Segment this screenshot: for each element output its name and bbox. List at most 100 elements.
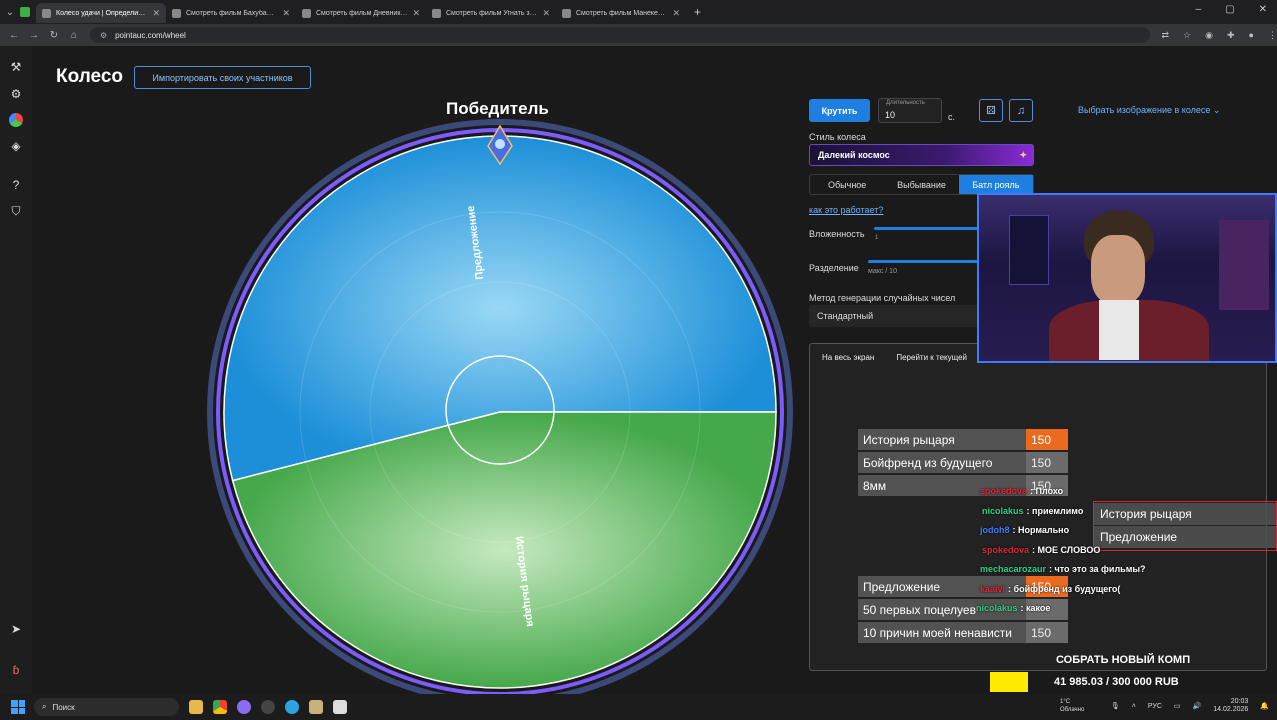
- chat-message: jodoh8: Нормально: [980, 525, 1069, 535]
- randomize-icon-button[interactable]: ⚄: [979, 99, 1003, 122]
- tray-chevron-icon[interactable]: ˄: [1131, 702, 1136, 710]
- lot-row: 50 первых поцелуев: [858, 599, 1068, 620]
- lot-row: 10 причин моей ненависти 150: [858, 622, 1068, 643]
- browser-tab[interactable]: Колесо удачи | Определите п ✕: [36, 3, 166, 23]
- tab-close-icon[interactable]: ✕: [672, 7, 680, 18]
- bookmark-star-icon[interactable]: ☆: [1183, 29, 1192, 40]
- help-icon[interactable]: ?: [12, 178, 20, 192]
- auction-hammer-icon[interactable]: ⚒: [10, 60, 22, 74]
- fullscreen-button[interactable]: На весь экран: [822, 353, 875, 362]
- wheel[interactable]: Предложение История рыцаря: [202, 114, 802, 694]
- tab-close-icon[interactable]: ✕: [152, 7, 160, 18]
- chrome-icon[interactable]: [213, 700, 227, 714]
- tab-title: Колесо удачи | Определите п: [56, 9, 148, 17]
- telegram-taskbar-icon[interactable]: [285, 700, 299, 714]
- workspace-icon[interactable]: [20, 7, 30, 17]
- wheel-style-select[interactable]: Далекий космос ✦: [809, 144, 1034, 166]
- close-window-icon[interactable]: ✕: [1258, 4, 1267, 15]
- extension-icon[interactable]: ◉: [1205, 29, 1213, 40]
- lot-row: Предложение 150: [858, 576, 1068, 597]
- tab-favicon-icon: [562, 8, 571, 18]
- music-button[interactable]: ♫: [1009, 99, 1033, 122]
- tab-close-icon[interactable]: ✕: [412, 7, 420, 18]
- rng-method-select[interactable]: Стандартный: [809, 305, 989, 327]
- back-icon[interactable]: ←: [8, 29, 19, 41]
- clock[interactable]: 20:03 14.02.2026: [1213, 698, 1248, 714]
- browser-tab[interactable]: Смотреть фильм Бахубали: За ✕: [166, 3, 296, 23]
- brand-logo-icon[interactable]: ɓ: [12, 663, 20, 677]
- tab-close-icon[interactable]: ✕: [542, 7, 550, 18]
- translate-icon[interactable]: ⇄: [1161, 29, 1170, 40]
- layers-icon[interactable]: ◈: [11, 139, 21, 153]
- versus-panel: История рыцаря Предложение: [1093, 501, 1277, 551]
- chat-text: : МОЕ СЛОВОО: [1032, 544, 1101, 555]
- browser-tab[interactable]: Смотреть фильм Манекен он ✕: [556, 3, 686, 23]
- chat-username: nicolakus: [976, 603, 1018, 613]
- split-slider[interactable]: [868, 260, 979, 263]
- duration-input[interactable]: Длительность 10: [878, 98, 942, 123]
- volume-icon[interactable]: 🔊: [1192, 703, 1202, 710]
- tab-elimination[interactable]: Выбывание: [897, 179, 946, 190]
- puzzle-icon[interactable]: ✚: [1226, 29, 1235, 40]
- clock-date: 14.02.2026: [1213, 706, 1249, 713]
- tab-normal[interactable]: Обычное: [828, 179, 867, 190]
- tab-title: Смотреть фильм Дневник Бри: [316, 9, 408, 17]
- taskbar-search[interactable]: ⌕ Поиск: [34, 698, 179, 716]
- weather-widget[interactable]: 1°C Облачно: [1060, 698, 1084, 714]
- import-participants-button[interactable]: Импортировать своих участников: [134, 66, 311, 89]
- minimize-icon[interactable]: –: [1195, 4, 1202, 15]
- browser-tab[interactable]: Смотреть фильм Дневник Бри ✕: [296, 3, 426, 23]
- lot-name: Предложение: [858, 576, 1026, 597]
- music-note-icon: ♫: [1016, 104, 1026, 117]
- chat-username: nicolakus: [982, 505, 1024, 516]
- browser-menu-icon[interactable]: ⋮: [1267, 29, 1277, 40]
- lot-name: 10 причин моей ненависти: [858, 622, 1026, 643]
- app-icon[interactable]: [309, 700, 323, 714]
- tab-menu-icon[interactable]: ⌄: [5, 6, 15, 18]
- reload-icon[interactable]: ↻: [49, 29, 59, 41]
- telegram-icon[interactable]: ➤: [10, 622, 22, 636]
- search-icon: ⌕: [42, 702, 47, 711]
- windows-start-icon[interactable]: [11, 700, 25, 714]
- forward-icon[interactable]: →: [28, 29, 39, 41]
- browser-tab[interactable]: Смотреть фильм Угнать за 60 ✕: [426, 3, 556, 23]
- profile-icon[interactable]: ●: [1248, 29, 1254, 40]
- nesting-slider[interactable]: [874, 227, 979, 230]
- overlay-toolbar: На весь экран Перейти к текущей: [822, 353, 967, 362]
- lot-value: 150: [1026, 429, 1068, 450]
- new-tab-icon[interactable]: +: [694, 5, 702, 19]
- lot-row: История рыцаря 150: [858, 429, 1068, 450]
- microphone-icon[interactable]: 🎙: [1110, 703, 1120, 710]
- chat-message: spokedova: Плохо: [980, 486, 1063, 496]
- network-icon[interactable]: ▭: [1173, 703, 1181, 710]
- tab-battle-royale[interactable]: Батл рояль: [958, 175, 1033, 194]
- obs-icon[interactable]: [261, 700, 275, 714]
- app-icon[interactable]: [333, 700, 347, 714]
- settings-gear-icon[interactable]: ⚙: [10, 87, 22, 101]
- home-icon[interactable]: ⌂: [70, 29, 77, 41]
- app-icon[interactable]: [237, 700, 251, 714]
- nesting-label: Вложенность: [809, 229, 865, 239]
- webcam-background-door: [1009, 215, 1049, 285]
- language-indicator[interactable]: РУС: [1147, 702, 1162, 710]
- shield-icon[interactable]: ⛉: [11, 204, 21, 218]
- chat-message: nicolakus: какое: [976, 603, 1050, 613]
- file-explorer-icon[interactable]: [189, 700, 203, 714]
- notification-icon[interactable]: 🔔: [1260, 703, 1269, 710]
- url-field[interactable]: ⚙ pointauc.com/wheel: [89, 27, 1150, 43]
- site-info-icon[interactable]: ⚙: [99, 30, 108, 40]
- chat-message: spokedova: МОЕ СЛОВОО: [982, 545, 1100, 555]
- goto-current-button[interactable]: Перейти к текущей: [896, 353, 968, 362]
- select-wheel-image-dropdown[interactable]: Выбрать изображение в колесе ⌄: [1078, 105, 1220, 116]
- spin-button[interactable]: Крутить: [809, 99, 870, 122]
- duration-label: Длительность: [886, 100, 925, 106]
- tab-close-icon[interactable]: ✕: [282, 7, 290, 18]
- duration-unit: с.: [948, 112, 956, 122]
- maximize-icon[interactable]: ▢: [1225, 4, 1235, 15]
- versus-item: История рыцаря: [1094, 503, 1276, 525]
- how-it-works-link[interactable]: как это работает?: [809, 205, 884, 215]
- wheel-style-value: Далекий космос: [818, 150, 890, 160]
- lot-name: 8мм: [858, 475, 1026, 496]
- wheel-icon[interactable]: [9, 113, 23, 127]
- lot-value: [1026, 599, 1068, 620]
